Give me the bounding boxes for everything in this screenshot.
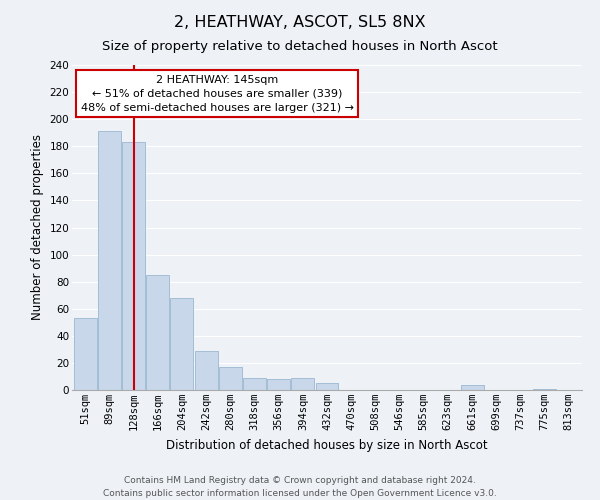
Bar bbox=[74, 318, 97, 390]
Text: Contains HM Land Registry data © Crown copyright and database right 2024.
Contai: Contains HM Land Registry data © Crown c… bbox=[103, 476, 497, 498]
Bar bbox=[170, 298, 193, 390]
Text: Size of property relative to detached houses in North Ascot: Size of property relative to detached ho… bbox=[102, 40, 498, 53]
Bar bbox=[194, 350, 218, 390]
Y-axis label: Number of detached properties: Number of detached properties bbox=[31, 134, 44, 320]
Bar bbox=[122, 142, 145, 390]
X-axis label: Distribution of detached houses by size in North Ascot: Distribution of detached houses by size … bbox=[166, 438, 488, 452]
Bar bbox=[146, 275, 169, 390]
Text: 2 HEATHWAY: 145sqm
← 51% of detached houses are smaller (339)
48% of semi-detach: 2 HEATHWAY: 145sqm ← 51% of detached hou… bbox=[81, 74, 354, 113]
Bar bbox=[243, 378, 266, 390]
Text: 2, HEATHWAY, ASCOT, SL5 8NX: 2, HEATHWAY, ASCOT, SL5 8NX bbox=[174, 15, 426, 30]
Bar bbox=[533, 388, 556, 390]
Bar bbox=[292, 378, 314, 390]
Bar bbox=[219, 367, 242, 390]
Bar bbox=[98, 132, 121, 390]
Bar bbox=[316, 383, 338, 390]
Bar bbox=[267, 379, 290, 390]
Bar bbox=[461, 384, 484, 390]
